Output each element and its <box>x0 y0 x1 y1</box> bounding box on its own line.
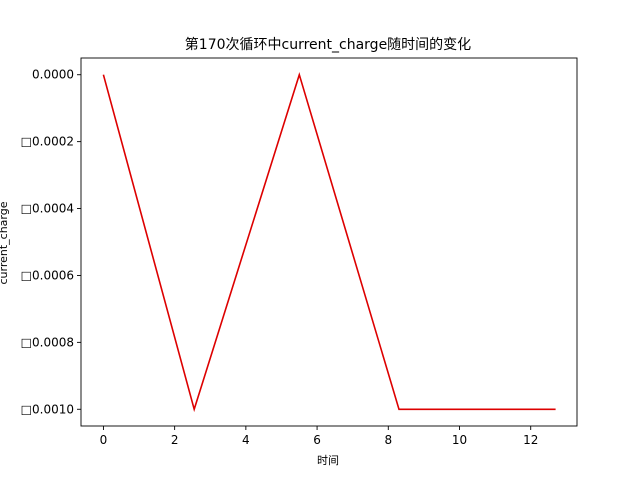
chart-title: 第170次循环中current_charge随时间的变化 <box>185 36 471 53</box>
x-axis-label: 时间 <box>317 454 339 467</box>
y-tick-label: □0.0002 <box>21 135 74 149</box>
plot-area: 0 2 4 6 8 10 12 0.0000 □0.0002 □0.0004 □0.0006 □0.0… <box>21 57 578 447</box>
x-tick-label: 12 <box>523 433 538 447</box>
series-line-0 <box>102 71 556 413</box>
x-tick-label: 8 <box>384 433 392 447</box>
y-tick-label: □0.0004 <box>21 202 74 216</box>
x-tick-label: 2 <box>171 433 179 447</box>
y-tick-label: 0.0000 <box>32 68 74 82</box>
y-tick-label: □0.0006 <box>21 268 74 282</box>
y-tick-label: □0.0010 <box>21 402 74 416</box>
x-tick-label: 0 <box>100 433 108 447</box>
axes-frame <box>80 57 578 427</box>
y-axis-label: current_charge <box>0 201 10 284</box>
x-tick-label: 6 <box>313 433 321 447</box>
x-tick-label: 10 <box>452 433 467 447</box>
x-tick-label: 4 <box>242 433 250 447</box>
y-tick-label: □0.0008 <box>21 335 74 349</box>
